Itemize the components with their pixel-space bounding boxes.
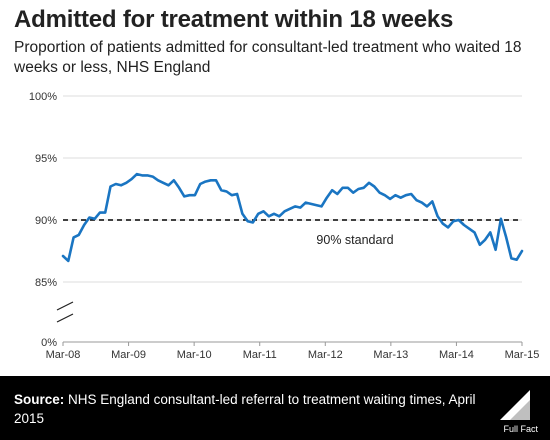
y-tick-label: 95% bbox=[35, 153, 57, 165]
x-tick-label: Mar-08 bbox=[46, 349, 81, 361]
series-line bbox=[61, 172, 524, 263]
standard-label: 90% standard bbox=[316, 233, 393, 247]
y-tick-label: 0% bbox=[41, 337, 57, 349]
source-note: Source: NHS England consultant-led refer… bbox=[14, 390, 484, 428]
source-label: Source: bbox=[14, 392, 65, 407]
chart-subtitle: Proportion of patients admitted for cons… bbox=[14, 39, 522, 76]
x-axis-tick-labels: Mar-08 Mar-09 Mar-10 Mar-11 Mar-12 Mar-13 Mar-… bbox=[46, 349, 540, 361]
axis-break-mark bbox=[56, 313, 74, 323]
x-tick-label: Mar-13 bbox=[373, 349, 408, 361]
logo-text: Full Fact bbox=[503, 424, 538, 434]
x-tick-label: Mar-09 bbox=[111, 349, 146, 361]
y-tick-label: 90% bbox=[35, 215, 57, 227]
full-fact-logo: Full Fact bbox=[496, 386, 540, 434]
x-axis bbox=[62, 341, 523, 346]
y-tick-label: 85% bbox=[35, 277, 57, 289]
line-chart: 100% 95% 90% 85% 0% Mar-08 Mar-09 Mar-10 Mar-11… bbox=[29, 91, 540, 361]
x-tick-label: Mar-10 bbox=[177, 349, 212, 361]
chart-title: Admitted for treatment within 18 weeks bbox=[14, 6, 454, 33]
full-fact-logo-icon bbox=[500, 390, 530, 420]
grid-lines bbox=[63, 95, 522, 343]
footer: Source: NHS England consultant-led refer… bbox=[0, 376, 550, 440]
x-tick-label: Mar-12 bbox=[308, 349, 343, 361]
x-tick-label: Mar-14 bbox=[439, 349, 474, 361]
x-tick-label: Mar-11 bbox=[243, 349, 277, 361]
y-tick-label: 100% bbox=[29, 91, 57, 103]
y-axis-break bbox=[56, 301, 74, 323]
y-axis-tick-labels: 100% 95% 90% 85% 0% bbox=[29, 91, 57, 349]
x-tick-label: Mar-15 bbox=[505, 349, 540, 361]
source-text: NHS England consultant-led referral to t… bbox=[14, 392, 476, 426]
axis-break-mark bbox=[56, 301, 74, 311]
